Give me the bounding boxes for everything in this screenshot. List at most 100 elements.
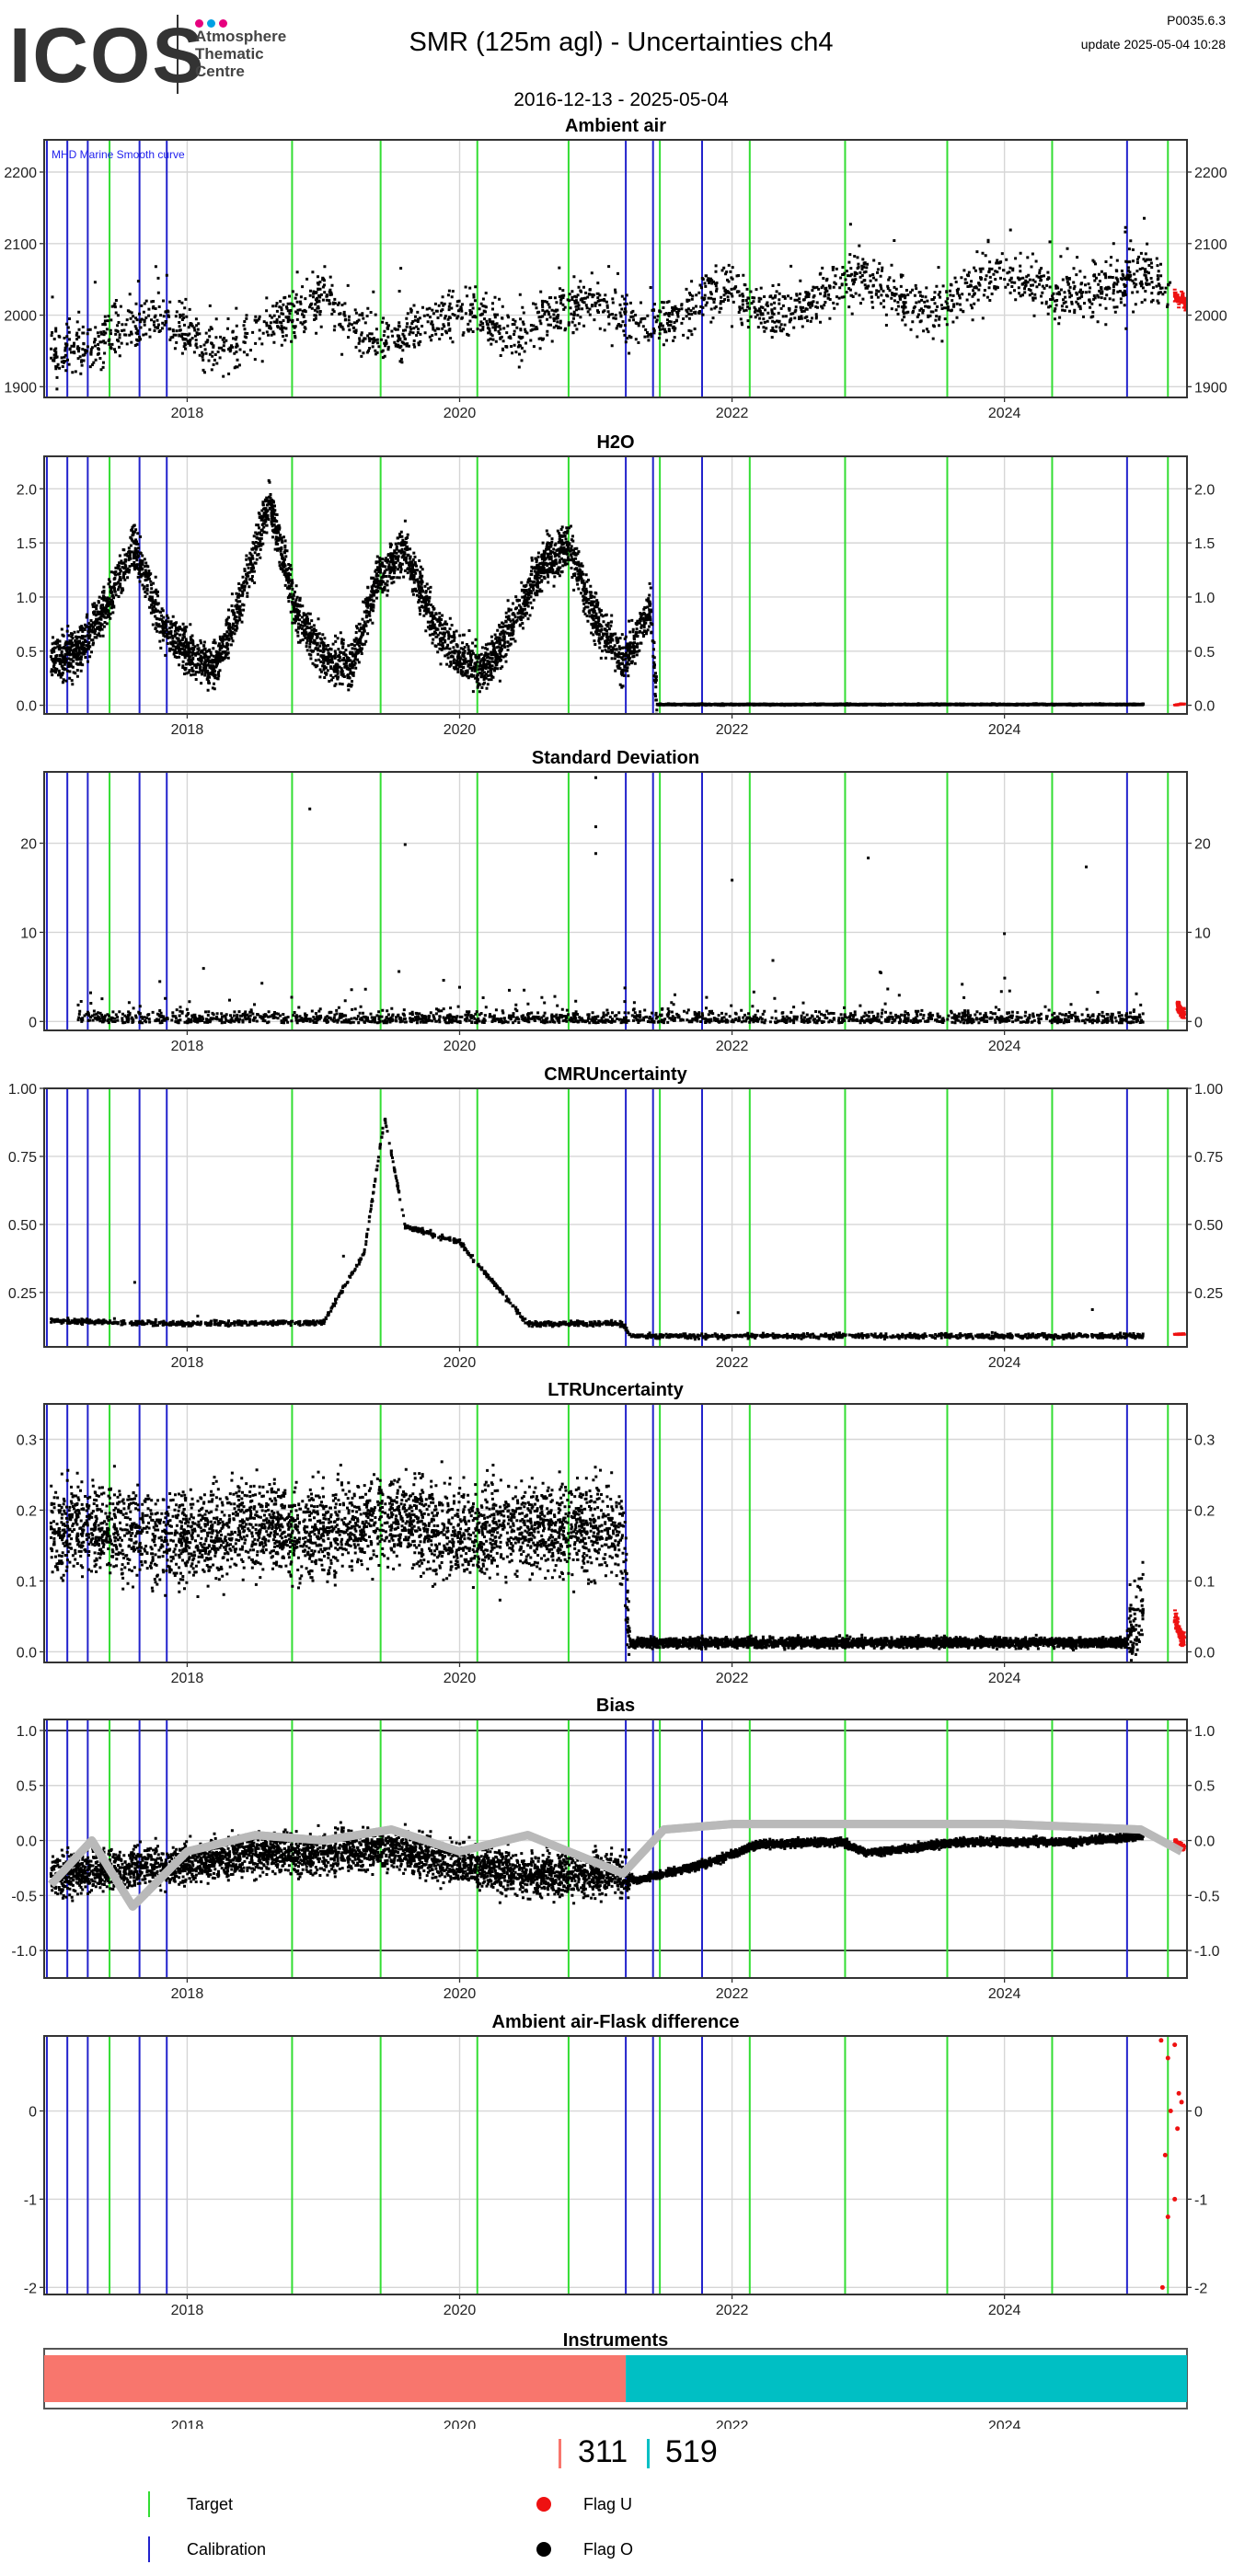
target-legend-label: Target (187, 2495, 234, 2513)
y-tick-label: -1.0 (1194, 1944, 1220, 1960)
y-tick-label: 1.0 (17, 1724, 37, 1740)
flag-u-points (1172, 1609, 1186, 1648)
flag-u-point (1172, 2042, 1178, 2048)
flag-u-legend-icon (536, 2497, 551, 2512)
y-tick-label: 0.50 (1194, 1218, 1223, 1234)
y-tick-label: -1.0 (11, 1944, 37, 1960)
y-tick-label: 0.50 (8, 1218, 37, 1234)
x-tick-label: 2022 (716, 2303, 749, 2318)
panel-title: Instruments (563, 2330, 668, 2351)
flag-o-legend-label: Flag O (583, 2540, 634, 2559)
panel-1: H2O 0.0 0.0 0.5 0.5 1.0 1.0 1.5 1.5 2.0 2.0 2018 202… (17, 432, 1216, 738)
x-tick-label: 2018 (171, 1986, 204, 2002)
x-tick-label: 2024 (988, 2419, 1021, 2429)
flag-u-point (1175, 2126, 1181, 2132)
x-tick-label: 2018 (171, 722, 204, 738)
flag-u-points (1172, 288, 1187, 312)
y-tick-label: 0.0 (1194, 1645, 1215, 1661)
x-tick-label: 2020 (444, 1986, 477, 2002)
flag-u-point (1159, 2284, 1165, 2290)
plot-background (44, 772, 1187, 1030)
y-tick-label: 2200 (4, 166, 37, 181)
flag-u-point (1179, 2099, 1184, 2105)
x-tick-label: 2020 (444, 406, 477, 421)
flag-u-point (1158, 2038, 1164, 2043)
y-tick-label: 0 (29, 2105, 37, 2121)
y-tick-label: 0.0 (17, 1645, 37, 1661)
logo-divider (177, 15, 179, 94)
data-layer (50, 1117, 1186, 1341)
y-tick-label: 0.2 (17, 1503, 37, 1519)
flag-u-point (1168, 2109, 1173, 2114)
y-tick-label: 1.00 (8, 1082, 37, 1098)
data-layer (50, 216, 1187, 391)
y-tick-label: 1.0 (1194, 591, 1215, 606)
instrument-bar-519 (626, 2355, 1187, 2402)
y-tick-label: 0.5 (17, 1779, 37, 1795)
flag-u-point (1165, 2214, 1170, 2220)
panel-border (43, 771, 1188, 1031)
update-timestamp: update 2025-05-04 10:28 (1080, 37, 1226, 52)
flag-u-points (1172, 702, 1186, 707)
icos-logo: ICOS (9, 12, 206, 98)
x-tick-label: 2018 (171, 406, 204, 421)
calibration-legend-icon (148, 2536, 150, 2562)
instrument-bar-311 (44, 2355, 627, 2402)
y-tick-label: -2 (24, 2281, 37, 2296)
flag-u-points (1175, 1000, 1186, 1019)
panel-0: Ambient air MHD Marine Smooth curve 1900 19… (4, 116, 1227, 421)
x-tick-label: 2022 (716, 1355, 749, 1371)
x-tick-label: 2020 (444, 1671, 477, 1686)
x-tick-label: 2020 (444, 722, 477, 738)
x-tick-label: 2024 (988, 1039, 1021, 1054)
instrument-519-count: 519 (665, 2434, 718, 2469)
y-tick-label: 0.0 (17, 1834, 37, 1850)
x-tick-label: 2020 (444, 1039, 477, 1054)
data-layer (49, 478, 1186, 714)
instrument-311-marker (559, 2439, 561, 2468)
y-tick-label: 20 (1194, 837, 1211, 853)
y-tick-label: 20 (20, 837, 37, 853)
instrument-311-count: 311 (578, 2434, 628, 2469)
y-tick-label: 2000 (4, 309, 37, 325)
x-tick-label: 2022 (716, 722, 749, 738)
x-tick-label: 2022 (716, 1671, 749, 1686)
panel-border (43, 1403, 1188, 1663)
y-tick-label: 0.75 (1194, 1150, 1223, 1166)
y-tick-label: 0.1 (1194, 1574, 1215, 1590)
panel-title: Bias (596, 1696, 635, 1716)
data-layer (76, 776, 1186, 1025)
panel-3: CMRUncertainty 0.25 0.25 0.50 0.50 0.75 0.75 1.… (8, 1064, 1223, 1371)
x-tick-label: 2020 (444, 2419, 477, 2429)
panel-title: Ambient air-Flask difference (492, 2012, 740, 2032)
panel-6: Ambient air-Flask difference -2 -2 -1 -1 0 0 20… (24, 2012, 1208, 2318)
y-tick-label: 0.0 (1194, 1834, 1215, 1850)
x-tick-label: 2022 (716, 1039, 749, 1054)
panel-border (43, 1719, 1188, 1979)
y-tick-label: 2100 (4, 237, 37, 253)
y-tick-label: 0 (1194, 1015, 1203, 1030)
date-range: 2016-12-13 - 2025-05-04 (513, 89, 729, 110)
y-tick-label: 1.0 (1194, 1724, 1215, 1740)
x-tick-label: 2024 (988, 1671, 1021, 1686)
panel-annotation: MHD Marine Smooth curve (52, 148, 185, 161)
y-tick-label: 1.5 (1194, 536, 1215, 552)
y-tick-label: 0.5 (17, 645, 37, 661)
y-tick-label: 2.0 (17, 482, 37, 498)
flag-u-points (1172, 1332, 1186, 1337)
y-tick-label: -1 (24, 2192, 37, 2208)
panel-title: Ambient air (565, 116, 666, 136)
panel-title: H2O (596, 432, 634, 453)
panel-4: LTRUncertainty 0.0 0.0 0.1 0.1 0.2 0.2 0.3 0.3 20… (17, 1380, 1216, 1686)
y-tick-label: 2200 (1194, 166, 1227, 181)
y-tick-label: 1.0 (17, 591, 37, 606)
plot-background (44, 2036, 1187, 2294)
y-tick-label: 2100 (1194, 237, 1227, 253)
y-tick-label: -0.5 (11, 1889, 37, 1904)
y-tick-label: 0.25 (1194, 1286, 1223, 1302)
calibration-legend-label: Calibration (187, 2540, 267, 2559)
logo-dots-icon (195, 16, 231, 32)
x-tick-label: 2024 (988, 1355, 1021, 1371)
y-tick-label: 2000 (1194, 309, 1227, 325)
